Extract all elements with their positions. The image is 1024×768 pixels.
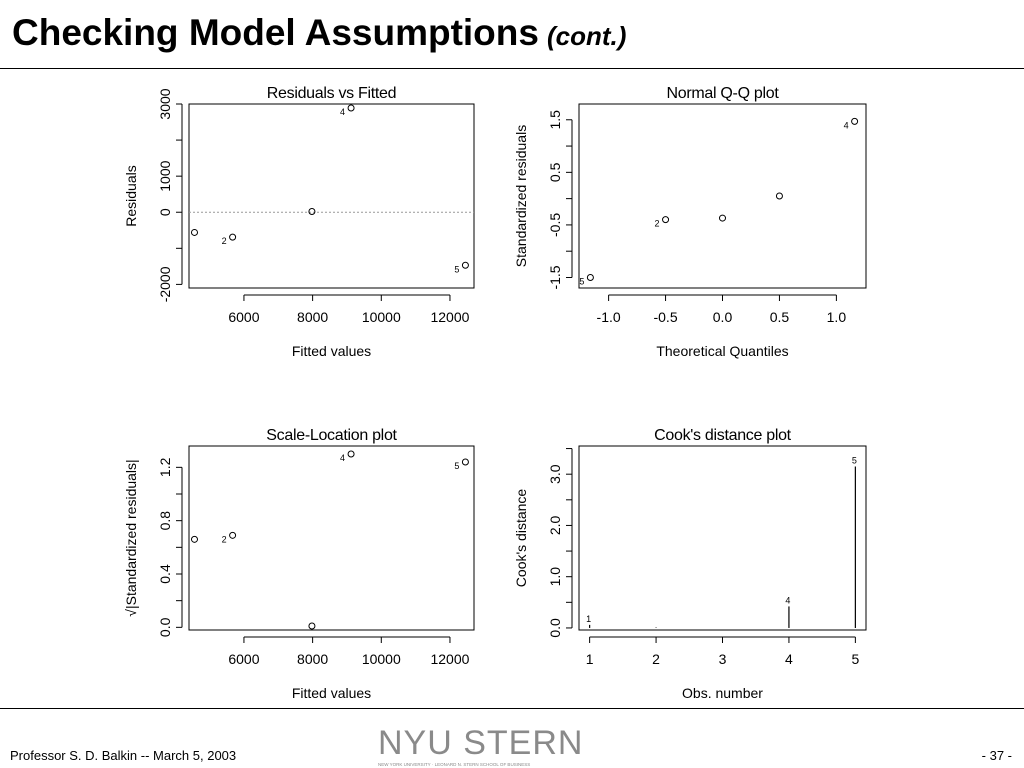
point-label: 4 — [785, 595, 790, 605]
x-axis-label: Obs. number — [682, 685, 763, 701]
slide-title: Checking Model Assumptions (cont.) — [12, 12, 626, 54]
x-tick-label: 6000 — [228, 309, 259, 325]
x-tick-label: 8000 — [297, 651, 328, 667]
x-tick-label: 4 — [785, 651, 793, 667]
x-tick-label: -1.0 — [597, 309, 621, 325]
data-point — [229, 233, 237, 241]
logo-subtext: NEW YORK UNIVERSITY · LEONARD N. STERN S… — [378, 762, 530, 767]
plot-4: Cook's distance plot 1 2 3 4 5 Obs. number 0.0 1… — [513, 427, 867, 701]
x-tick-label: 8000 — [297, 309, 328, 325]
data-point — [851, 117, 859, 125]
data-point — [775, 192, 783, 200]
x-axis-label: Theoretical Quantiles — [656, 343, 788, 359]
x-axis-label: Fitted values — [292, 343, 371, 359]
point-label: 2 — [222, 534, 227, 544]
x-axis-label: Fitted values — [292, 685, 371, 701]
point-label: 5 — [454, 461, 459, 471]
data-point — [719, 214, 726, 222]
point-label: 5 — [579, 276, 584, 286]
data-point — [347, 104, 355, 112]
data-point — [662, 216, 670, 224]
x-tick-label: -0.5 — [653, 309, 677, 325]
y-tick-label: 1.5 — [547, 110, 563, 130]
y-tick-label: 1.2 — [157, 457, 173, 477]
x-tick-label: 1.0 — [827, 309, 847, 325]
point-label: 5 — [852, 456, 857, 466]
plot-3: Scale-Location plot 6000 8000 10000 12000 Fit… — [123, 427, 475, 701]
point-label: 4 — [340, 453, 345, 463]
y-tick-label: 1000 — [157, 160, 173, 191]
y-tick-label: 0.4 — [157, 564, 173, 584]
y-tick-label: 0.5 — [547, 162, 563, 182]
point-label: 5 — [454, 264, 459, 274]
data-point — [190, 228, 198, 236]
x-tick-label: 0.5 — [770, 309, 790, 325]
point-label: 4 — [340, 107, 345, 117]
plot-2: Normal Q-Q plot -1.0 -0.5 0.0 0.5 1.0 Theoreti… — [513, 85, 867, 359]
y-tick-label: -2000 — [157, 266, 173, 302]
point-label: 4 — [844, 120, 849, 130]
y-tick-label: -1.5 — [547, 265, 563, 289]
footer-author: Professor S. D. Balkin -- March 5, 2003 — [10, 748, 237, 763]
y-tick-label: 0.0 — [547, 618, 563, 638]
plot-title: Cook's distance plot — [654, 427, 792, 444]
x-tick-label: 12000 — [430, 309, 469, 325]
point-label: 1 — [586, 614, 591, 624]
plot-frame — [578, 445, 867, 631]
data-point — [461, 458, 469, 466]
x-tick-label: 1 — [586, 651, 594, 667]
x-tick-label: 10000 — [362, 309, 401, 325]
slide-title-text: Checking Model Assumptions — [12, 12, 539, 53]
plot-frame — [578, 103, 867, 289]
data-point — [308, 622, 316, 630]
plot-frame — [188, 103, 475, 289]
x-tick-label: 12000 — [430, 651, 469, 667]
point-label: 2 — [655, 219, 660, 229]
y-tick-label: 1.0 — [547, 567, 563, 587]
point-label: 2 — [222, 236, 227, 246]
data-point — [190, 535, 198, 543]
y-axis-label: Standardized residuals — [513, 125, 529, 267]
x-tick-label: 2 — [652, 651, 660, 667]
logo-wordmark: NYU STERN — [378, 724, 583, 762]
x-tick-label: 0.0 — [713, 309, 733, 325]
y-tick-label: -0.5 — [547, 213, 563, 237]
page-number: - 37 - — [981, 748, 1012, 763]
data-point — [229, 531, 237, 539]
y-axis-label: Cook's distance — [513, 489, 529, 588]
top-divider — [0, 68, 1024, 69]
x-tick-label: 6000 — [228, 651, 259, 667]
x-tick-label: 5 — [851, 651, 859, 667]
y-tick-label: 3.0 — [547, 464, 563, 484]
plot-frame — [188, 445, 475, 631]
nyu-stern-logo: NYU STERN NEW YORK UNIVERSITY · LEONARD … — [378, 724, 583, 767]
y-tick-label: 0.8 — [157, 511, 173, 531]
y-tick-label: 0.0 — [157, 617, 173, 637]
data-point — [461, 261, 469, 269]
y-tick-label: 0 — [157, 208, 173, 216]
y-axis-label: √|Standardized residuals| — [123, 459, 139, 616]
data-point — [586, 273, 594, 281]
y-tick-label: 2.0 — [547, 516, 563, 536]
plot-title: Normal Q-Q plot — [667, 85, 780, 102]
y-axis-label: Residuals — [123, 165, 139, 226]
slide-subtitle: (cont.) — [546, 21, 627, 51]
data-point — [347, 450, 355, 458]
y-tick-label: 3000 — [157, 88, 173, 119]
plot-title: Residuals vs Fitted — [267, 85, 396, 102]
x-tick-label: 3 — [719, 651, 727, 667]
data-point — [308, 208, 316, 216]
plot-title: Scale-Location plot — [266, 427, 397, 444]
bottom-divider — [0, 708, 1024, 709]
x-tick-label: 10000 — [362, 651, 401, 667]
